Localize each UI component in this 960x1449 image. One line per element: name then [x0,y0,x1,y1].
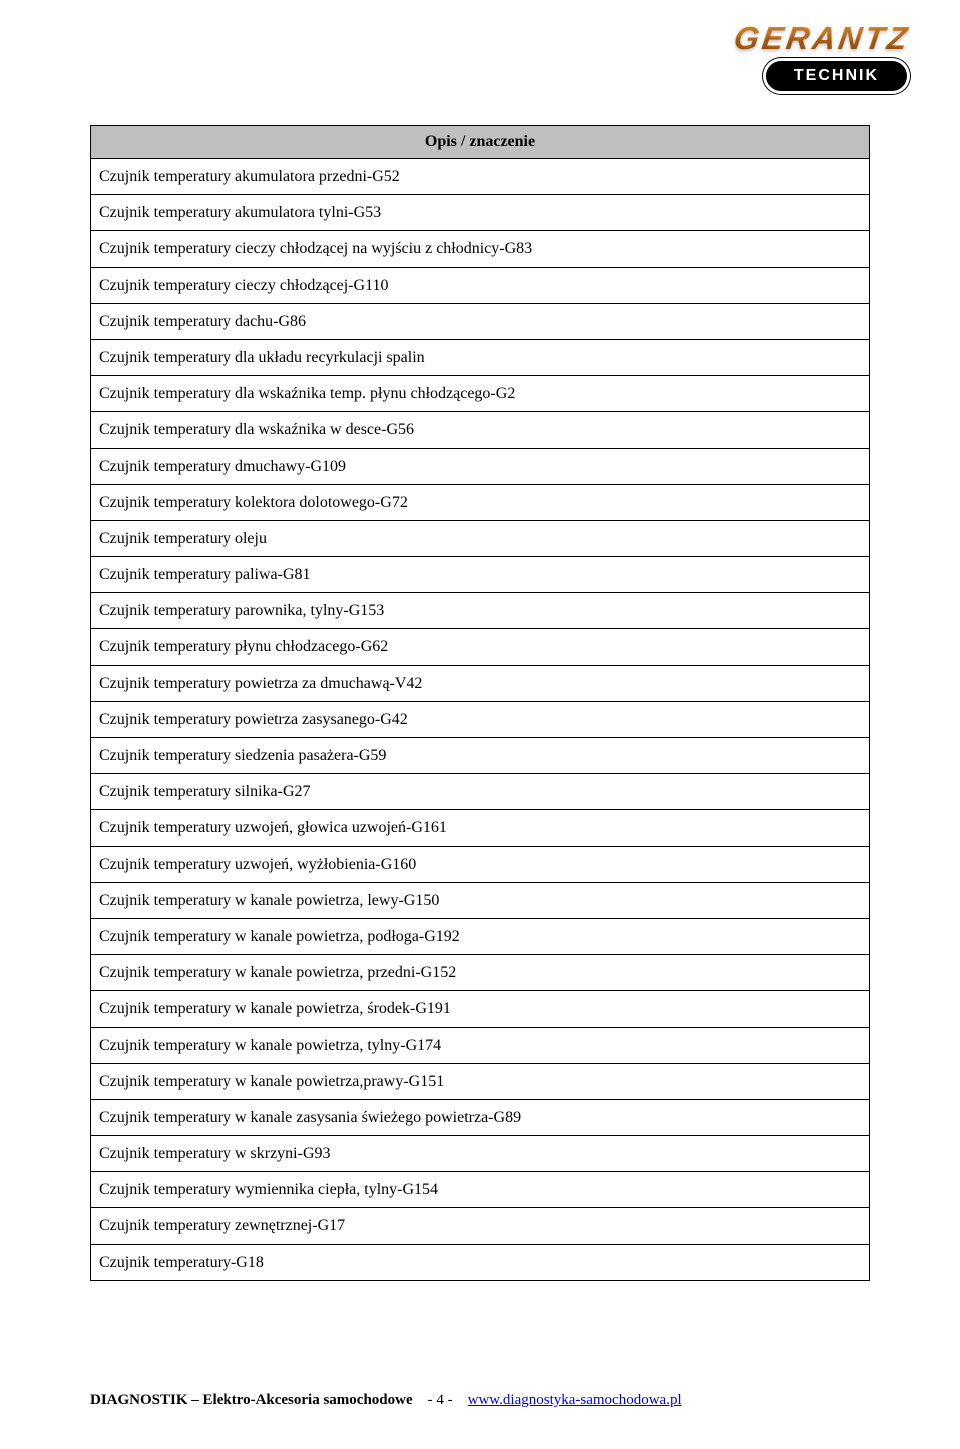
table-cell: Czujnik temperatury uzwojeń, głowica uzw… [91,810,870,846]
table-row: Czujnik temperatury oleju [91,520,870,556]
table-row: Czujnik temperatury-G18 [91,1244,870,1280]
table-cell: Czujnik temperatury cieczy chłodzącej-G1… [91,267,870,303]
table-row: Czujnik temperatury w kanale powietrza, … [91,918,870,954]
table-cell: Czujnik temperatury w kanale powietrza, … [91,1027,870,1063]
table-cell: Czujnik temperatury w kanale powietrza, … [91,918,870,954]
table-cell: Czujnik temperatury akumulatora przedni-… [91,159,870,195]
table-row: Czujnik temperatury dla wskaźnika temp. … [91,376,870,412]
table-row: Czujnik temperatury w kanale powietrza, … [91,991,870,1027]
table-row: Czujnik temperatury uzwojeń, głowica uzw… [91,810,870,846]
table-row: Czujnik temperatury dmuchawy-G109 [91,448,870,484]
table-cell: Czujnik temperatury-G18 [91,1244,870,1280]
table-row: Czujnik temperatury akumulatora przedni-… [91,159,870,195]
footer-page-number: - 4 - [428,1392,453,1408]
table-cell: Czujnik temperatury dla układu recyrkula… [91,339,870,375]
table-cell: Czujnik temperatury w kanale powietrza, … [91,882,870,918]
table-cell: Czujnik temperatury w skrzyni-G93 [91,1136,870,1172]
data-table: Opis / znaczenie Czujnik temperatury aku… [90,125,870,1281]
table-cell: Czujnik temperatury w kanale zasysania ś… [91,1099,870,1135]
table-cell: Czujnik temperatury siedzenia pasażera-G… [91,738,870,774]
table-cell: Czujnik temperatury dmuchawy-G109 [91,448,870,484]
table-cell: Czujnik temperatury silnika-G27 [91,774,870,810]
table-cell: Czujnik temperatury płynu chłodzacego-G6… [91,629,870,665]
table-row: Czujnik temperatury powietrza za dmuchaw… [91,665,870,701]
table-row: Czujnik temperatury cieczy chłodzącej na… [91,231,870,267]
brand-logo: GERANTZ TECHNIK [570,22,910,94]
table-header-row: Opis / znaczenie [91,126,870,159]
table-header-cell: Opis / znaczenie [91,126,870,159]
table-row: Czujnik temperatury w kanale powietrza, … [91,955,870,991]
table-row: Czujnik temperatury silnika-G27 [91,774,870,810]
table-row: Czujnik temperatury zewnętrznej-G17 [91,1208,870,1244]
table-row: Czujnik temperatury dla wskaźnika w desc… [91,412,870,448]
table-row: Czujnik temperatury w kanale powietrza, … [91,1027,870,1063]
table-cell: Czujnik temperatury powietrza za dmuchaw… [91,665,870,701]
document-page: GERANTZ TECHNIK Opis / znaczenie Czujnik… [0,0,960,1449]
table-row: Czujnik temperatury w skrzyni-G93 [91,1136,870,1172]
table-cell: Czujnik temperatury cieczy chłodzącej na… [91,231,870,267]
table-row: Czujnik temperatury kolektora dolotowego… [91,484,870,520]
table-row: Czujnik temperatury powietrza zasysanego… [91,701,870,737]
table-cell: Czujnik temperatury w kanale powietrza, … [91,955,870,991]
table-cell: Czujnik temperatury powietrza zasysanego… [91,701,870,737]
table-cell: Czujnik temperatury zewnętrznej-G17 [91,1208,870,1244]
table-cell: Czujnik temperatury w kanale powietrza, … [91,991,870,1027]
table-cell: Czujnik temperatury uzwojeń, wyżłobienia… [91,846,870,882]
table-row: Czujnik temperatury w kanale powietrza, … [91,882,870,918]
table-cell: Czujnik temperatury dla wskaźnika w desc… [91,412,870,448]
table-row: Czujnik temperatury dla układu recyrkula… [91,339,870,375]
table-cell: Czujnik temperatury dla wskaźnika temp. … [91,376,870,412]
table-cell: Czujnik temperatury dachu-G86 [91,303,870,339]
table-row: Czujnik temperatury płynu chłodzacego-G6… [91,629,870,665]
table-row: Czujnik temperatury dachu-G86 [91,303,870,339]
table-row: Czujnik temperatury paliwa-G81 [91,557,870,593]
table-cell: Czujnik temperatury akumulatora tylni-G5… [91,195,870,231]
table-row: Czujnik temperatury cieczy chłodzącej-G1… [91,267,870,303]
table-cell: Czujnik temperatury kolektora dolotowego… [91,484,870,520]
page-footer: DIAGNOSTIK – Elektro-Akcesoria samochodo… [90,1392,870,1409]
footer-company: DIAGNOSTIK – Elektro-Akcesoria samochodo… [90,1392,413,1408]
brand-name: GERANTZ [568,22,912,54]
table-row: Czujnik temperatury w kanale powietrza,p… [91,1063,870,1099]
table-cell: Czujnik temperatury parownika, tylny-G15… [91,593,870,629]
table-cell: Czujnik temperatury w kanale powietrza,p… [91,1063,870,1099]
footer-link[interactable]: www.diagnostyka-samochodowa.pl [468,1392,682,1408]
table-row: Czujnik temperatury siedzenia pasażera-G… [91,738,870,774]
brand-sub-badge: TECHNIK [763,58,910,94]
table-row: Czujnik temperatury wymiennika ciepła, t… [91,1172,870,1208]
table-row: Czujnik temperatury w kanale zasysania ś… [91,1099,870,1135]
table-cell: Czujnik temperatury oleju [91,520,870,556]
table-row: Czujnik temperatury uzwojeń, wyżłobienia… [91,846,870,882]
table-cell: Czujnik temperatury paliwa-G81 [91,557,870,593]
table-row: Czujnik temperatury akumulatora tylni-G5… [91,195,870,231]
table-cell: Czujnik temperatury wymiennika ciepła, t… [91,1172,870,1208]
table-row: Czujnik temperatury parownika, tylny-G15… [91,593,870,629]
